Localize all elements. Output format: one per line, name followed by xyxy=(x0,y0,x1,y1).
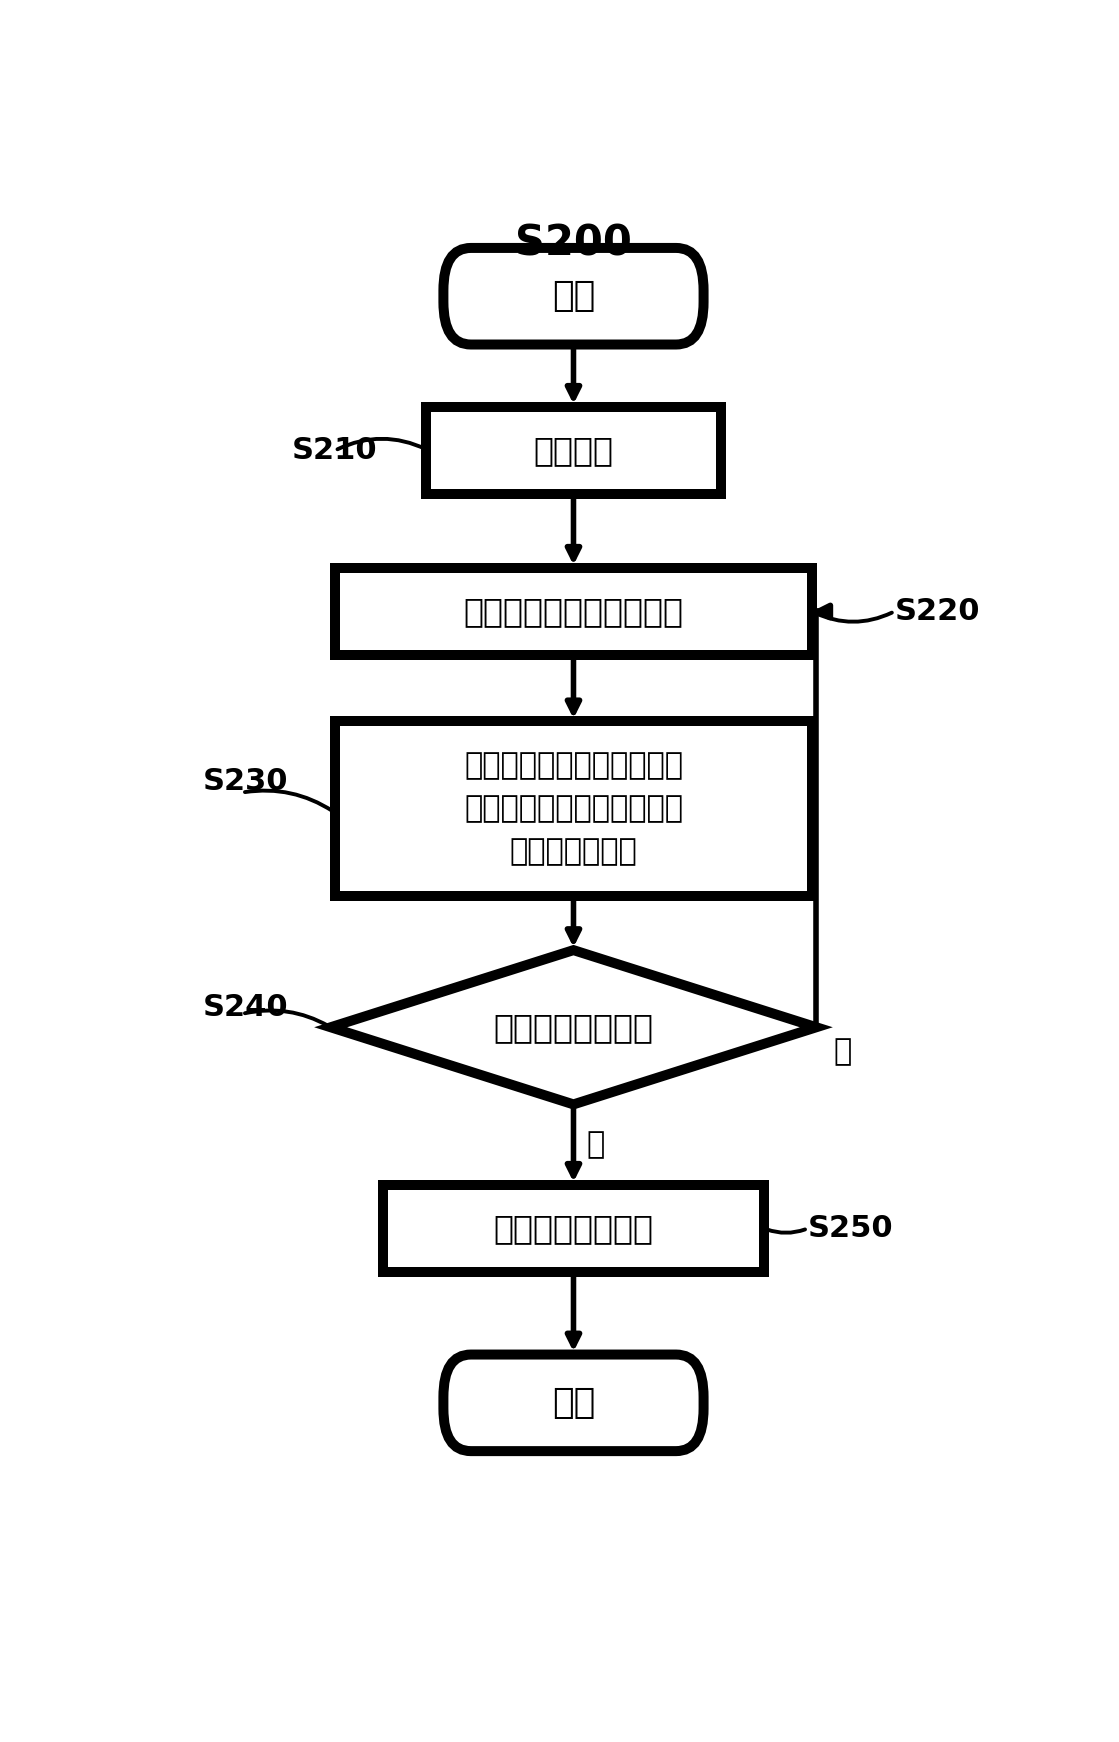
FancyBboxPatch shape xyxy=(443,1355,704,1451)
Text: 获取机械臂末端当前位姿: 获取机械臂末端当前位姿 xyxy=(463,596,684,627)
FancyBboxPatch shape xyxy=(335,568,812,655)
Text: S200: S200 xyxy=(515,223,632,265)
Text: S230: S230 xyxy=(203,766,288,796)
Text: 否: 否 xyxy=(834,1036,852,1066)
FancyBboxPatch shape xyxy=(335,721,812,895)
Polygon shape xyxy=(331,949,817,1104)
Text: S220: S220 xyxy=(894,598,980,625)
FancyBboxPatch shape xyxy=(426,408,721,495)
Text: S210: S210 xyxy=(292,436,377,465)
FancyBboxPatch shape xyxy=(443,247,704,345)
Text: 是: 是 xyxy=(586,1131,604,1158)
Text: S240: S240 xyxy=(203,993,288,1021)
Text: 是否满足标定条件: 是否满足标定条件 xyxy=(493,1010,653,1043)
Text: 自动曝光: 自动曝光 xyxy=(534,434,613,467)
Text: S250: S250 xyxy=(808,1214,893,1244)
Text: 计算手眼标定结果: 计算手眼标定结果 xyxy=(493,1212,653,1246)
Text: 开始: 开始 xyxy=(552,279,595,314)
Text: 结束: 结束 xyxy=(552,1387,595,1420)
FancyBboxPatch shape xyxy=(383,1185,764,1272)
Text: 自动路径规划，计算机械臂
末端下一个位姿并运动，并
采集标定板数据: 自动路径规划，计算机械臂 末端下一个位姿并运动，并 采集标定板数据 xyxy=(464,751,683,866)
